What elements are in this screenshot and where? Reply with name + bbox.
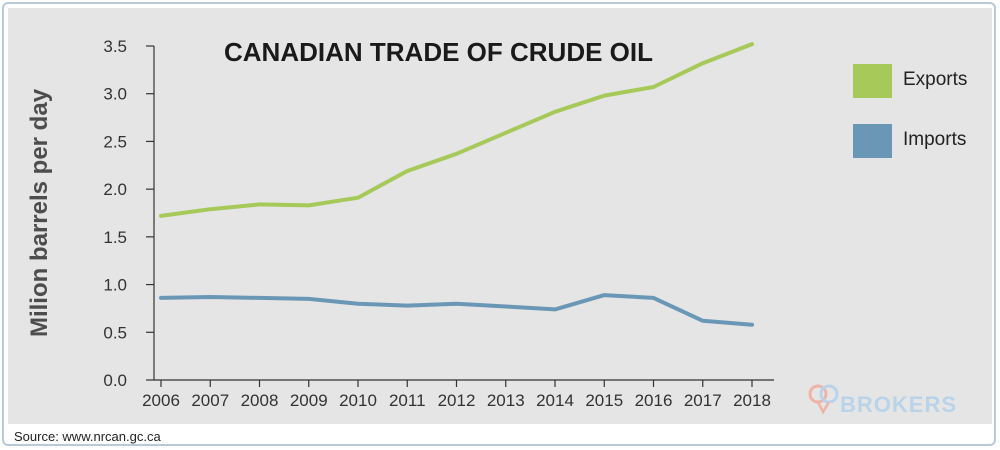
x-tick-label: 2013	[487, 391, 525, 410]
x-tick-label: 2008	[241, 391, 279, 410]
x-tick-label: 2012	[438, 391, 476, 410]
series-line-exports	[159, 42, 754, 218]
legend-label-imports: Imports	[903, 129, 966, 150]
x-tick-label: 2007	[191, 391, 229, 410]
x-tick-label: 2018	[733, 391, 771, 410]
legend-label-exports: Exports	[903, 69, 967, 90]
y-tick-label: 3.0	[103, 85, 127, 104]
series-line-imports	[159, 293, 754, 327]
y-tick-label: 3.5	[103, 37, 127, 56]
x-tick-label: 2016	[635, 391, 673, 410]
y-axis-label: Milion barrels per day	[26, 88, 53, 337]
y-tick-label: 2.5	[103, 132, 127, 151]
y-tick-label: 2.0	[103, 180, 127, 199]
x-tick-label: 2015	[585, 391, 623, 410]
watermark-text: BROKERS	[840, 392, 957, 417]
y-tick-label: 0.0	[103, 371, 127, 390]
brokers-watermark: BROKERS	[808, 384, 957, 417]
x-tick-label: 2014	[536, 391, 574, 410]
legend-swatch-exports	[853, 64, 892, 98]
axes: 0.0 0.5 1.0 1.5 2.0 2.5 3.0 3.5 2006 2007 2008 2009…	[103, 37, 774, 410]
y-tick-label: 1.0	[103, 276, 127, 295]
y-tick-label: 1.5	[103, 228, 127, 247]
brokers-logo-icon	[808, 384, 839, 415]
x-tick-label: 2017	[684, 391, 722, 410]
source-note: Source: www.nrcan.gc.ca	[14, 429, 161, 444]
x-tick-label: 2006	[142, 391, 180, 410]
legend: Exports Imports	[853, 64, 967, 158]
x-tick-label: 2011	[389, 391, 426, 410]
y-tick-label: 0.5	[103, 323, 127, 342]
x-tick-label: 2009	[290, 391, 328, 410]
series-layer	[159, 42, 754, 327]
chart-title: CANADIAN TRADE OF CRUDE OIL	[224, 37, 653, 67]
x-tick-label: 2010	[339, 391, 377, 410]
legend-swatch-imports	[853, 124, 892, 158]
